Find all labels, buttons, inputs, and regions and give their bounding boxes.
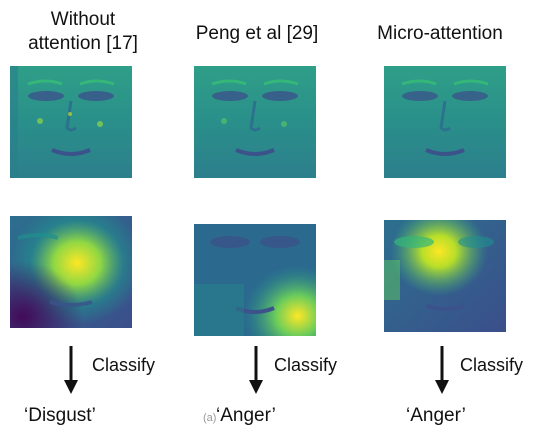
column-title-line1: Without bbox=[50, 9, 116, 30]
column-title-line1: Micro-attention bbox=[377, 23, 503, 44]
down-arrow-icon bbox=[435, 346, 449, 394]
face-image-without-attention bbox=[10, 66, 132, 178]
attention-map-without-attention bbox=[10, 216, 132, 328]
figure-marker: (a) bbox=[203, 412, 217, 424]
classify-label: Classify bbox=[460, 355, 524, 375]
column-title-line1: Peng et al [29] bbox=[195, 23, 319, 44]
face-image-micro-attention bbox=[384, 66, 506, 178]
down-arrow-icon bbox=[64, 346, 78, 394]
column-title-without-attention: Without attention [17] bbox=[8, 8, 158, 56]
column-title-micro-attention: Micro-attention bbox=[360, 22, 520, 46]
result-label-micro-attention: ‘Anger’ bbox=[406, 405, 466, 426]
column-title-line2: attention [17] bbox=[28, 33, 138, 54]
attention-map-micro-attention bbox=[384, 220, 506, 332]
classify-label: Classify bbox=[92, 355, 156, 375]
column-title-peng: Peng et al [29] bbox=[172, 22, 342, 46]
result-label-without-attention: ‘Disgust’ bbox=[24, 405, 96, 426]
down-arrow-icon bbox=[249, 346, 263, 394]
result-label-peng: ‘Anger’ bbox=[216, 405, 276, 426]
classify-label: Classify bbox=[274, 355, 338, 375]
face-image-peng bbox=[194, 66, 316, 178]
attention-map-peng bbox=[194, 224, 316, 336]
